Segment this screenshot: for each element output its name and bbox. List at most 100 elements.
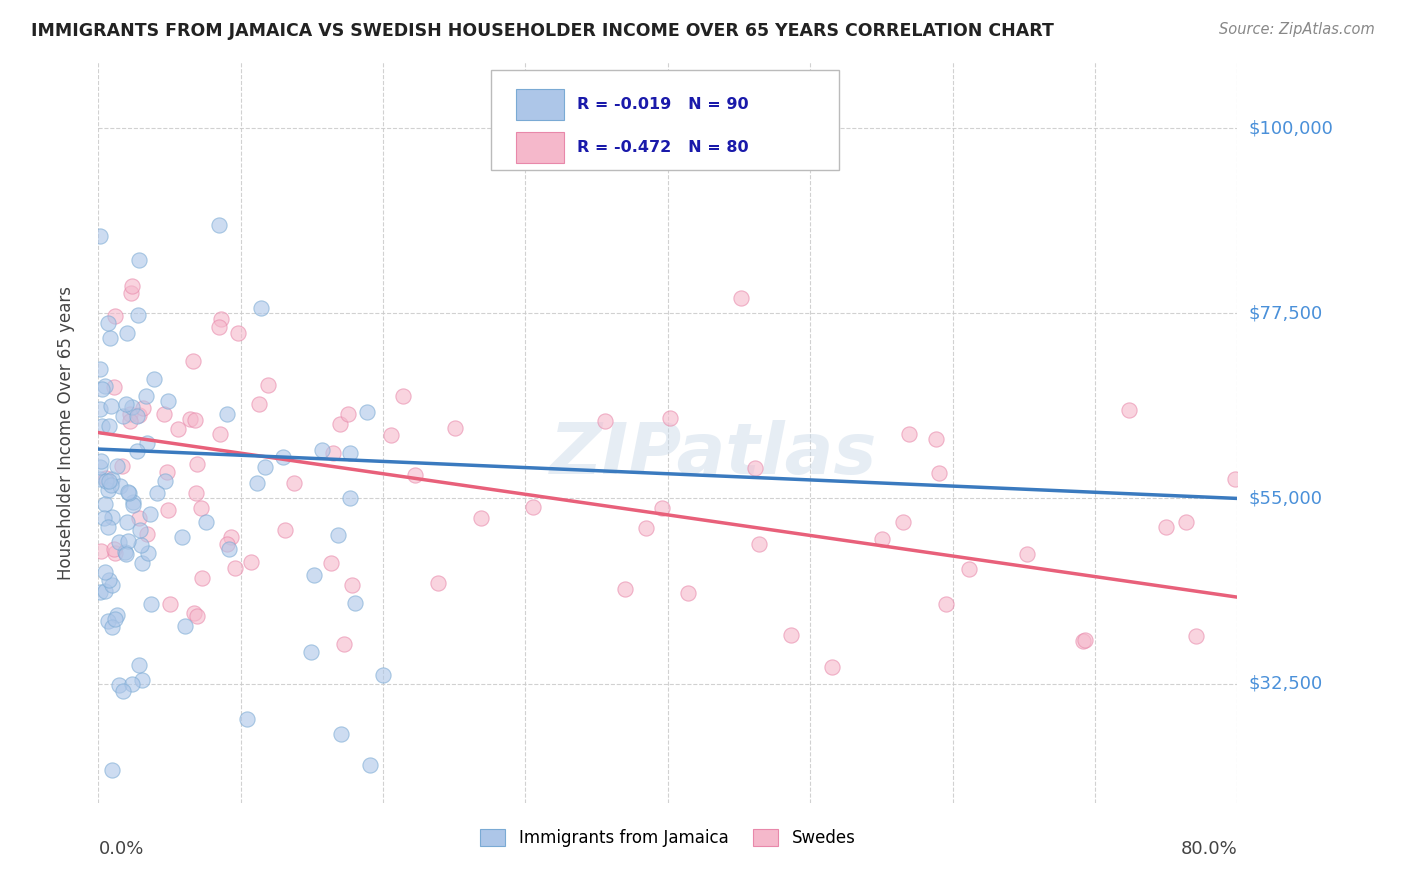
Point <box>128 409 150 423</box>
Point <box>135 389 157 403</box>
Point <box>125 443 148 458</box>
Point <box>101 620 124 634</box>
Point <box>183 606 205 620</box>
Point <box>103 380 125 394</box>
Point <box>89 401 111 416</box>
Point <box>104 612 127 626</box>
Point <box>1154 520 1177 534</box>
Point <box>108 478 131 492</box>
FancyBboxPatch shape <box>491 70 839 169</box>
Point <box>304 568 326 582</box>
Point <box>380 427 402 442</box>
Point <box>208 319 231 334</box>
Point <box>129 538 152 552</box>
Point <box>326 528 349 542</box>
Point <box>122 494 145 508</box>
Point <box>89 362 111 376</box>
Text: $100,000: $100,000 <box>1249 120 1333 137</box>
Text: R = -0.019   N = 90: R = -0.019 N = 90 <box>576 97 748 112</box>
Point <box>427 576 450 591</box>
Point <box>470 511 492 525</box>
Point <box>131 556 153 570</box>
Point <box>127 308 149 322</box>
Point <box>128 657 150 672</box>
Point <box>174 619 197 633</box>
Point <box>114 397 136 411</box>
Point <box>111 459 134 474</box>
Text: $55,000: $55,000 <box>1249 490 1323 508</box>
Text: Source: ZipAtlas.com: Source: ZipAtlas.com <box>1219 22 1375 37</box>
Point <box>179 412 201 426</box>
Point <box>120 414 142 428</box>
Point <box>105 458 128 473</box>
Point <box>157 393 180 408</box>
Point <box>97 520 120 534</box>
Point <box>100 472 122 486</box>
Point <box>156 503 179 517</box>
Point <box>208 219 231 233</box>
Point <box>744 461 766 475</box>
Legend: Immigrants from Jamaica, Swedes: Immigrants from Jamaica, Swedes <box>474 822 862 854</box>
Point <box>246 475 269 490</box>
Point <box>676 586 699 600</box>
Point <box>128 510 150 524</box>
Point <box>184 413 207 427</box>
Point <box>89 585 111 599</box>
Point <box>97 483 120 497</box>
Point <box>90 543 112 558</box>
Point <box>121 278 143 293</box>
Text: IMMIGRANTS FROM JAMAICA VS SWEDISH HOUSEHOLDER INCOME OVER 65 YEARS CORRELATION : IMMIGRANTS FROM JAMAICA VS SWEDISH HOUSE… <box>31 22 1054 40</box>
Text: 0.0%: 0.0% <box>98 840 143 858</box>
Point <box>780 628 803 642</box>
Point <box>339 445 361 459</box>
Point <box>240 555 263 569</box>
Point <box>311 442 333 457</box>
Point <box>236 712 259 726</box>
Point <box>247 397 270 411</box>
Point <box>870 532 893 546</box>
Point <box>121 498 143 512</box>
Point <box>392 389 415 403</box>
Point <box>613 582 636 597</box>
Point <box>111 684 134 698</box>
Point <box>94 584 117 599</box>
Point <box>136 546 159 560</box>
Point <box>98 330 121 344</box>
Point <box>135 527 157 541</box>
Point <box>100 477 122 491</box>
Point <box>195 515 218 529</box>
Point <box>186 457 208 471</box>
Point <box>93 497 115 511</box>
Point <box>97 614 120 628</box>
Point <box>98 574 121 588</box>
Point <box>1017 547 1039 561</box>
Point <box>114 547 136 561</box>
Point <box>356 404 378 418</box>
Point <box>93 511 115 525</box>
Point <box>139 508 162 522</box>
Point <box>115 515 138 529</box>
Point <box>522 500 544 515</box>
Point <box>98 474 121 488</box>
Text: ZIPatlas: ZIPatlas <box>550 420 877 490</box>
Point <box>100 399 122 413</box>
Point <box>90 383 112 397</box>
Point <box>344 595 367 609</box>
Point <box>593 414 616 428</box>
Point <box>957 562 980 576</box>
Point <box>108 678 131 692</box>
Point <box>104 545 127 559</box>
Point <box>101 510 124 524</box>
Point <box>152 407 174 421</box>
Point <box>333 637 356 651</box>
Point <box>1185 629 1208 643</box>
Point <box>1174 516 1197 530</box>
FancyBboxPatch shape <box>516 89 564 120</box>
Point <box>156 465 179 479</box>
Point <box>146 486 169 500</box>
Point <box>257 377 280 392</box>
Point <box>925 432 948 446</box>
Point <box>128 253 150 268</box>
Point <box>94 471 117 485</box>
Point <box>404 467 426 482</box>
